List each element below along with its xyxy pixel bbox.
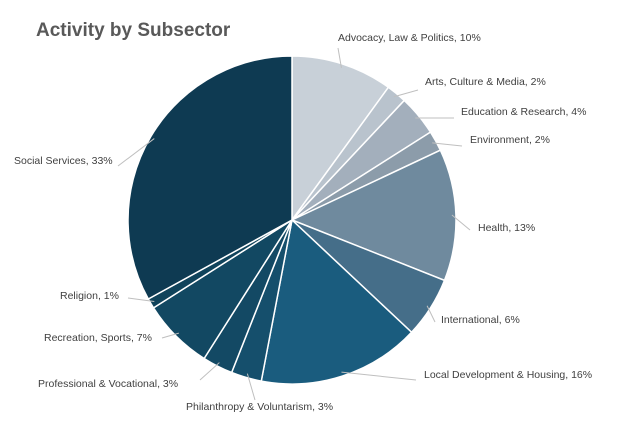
chart-title: Activity by Subsector [36, 20, 231, 41]
leader-line [127, 297, 155, 302]
data-label: Local Development & Housing, 16% [424, 369, 592, 381]
data-label: Philanthropy & Voluntarism, 3% [186, 401, 333, 413]
data-label: Social Services, 33% [14, 155, 113, 167]
leader-line [199, 362, 220, 381]
data-label: Health, 13% [478, 222, 535, 234]
leader-line [117, 138, 155, 167]
leader-line [337, 47, 342, 68]
pie-slice-social-services [127, 55, 293, 301]
data-label: Environment, 2% [470, 134, 550, 146]
data-label: Arts, Culture & Media, 2% [425, 76, 546, 88]
data-label: Recreation, Sports, 7% [44, 332, 152, 344]
leader-line [161, 332, 180, 339]
data-label: Education & Research, 4% [461, 106, 587, 118]
pie-slice-health [290, 149, 457, 282]
leader-line [451, 214, 471, 231]
data-label: Religion, 1% [60, 290, 119, 302]
leader-line [341, 371, 417, 381]
data-label: International, 6% [441, 314, 520, 326]
data-label: Advocacy, Law & Politics, 10% [338, 32, 481, 44]
leader-line [432, 142, 463, 147]
leader-line [393, 89, 419, 98]
leader-line [246, 373, 256, 401]
pie-slice-advocacy-law-politics [291, 55, 390, 223]
data-label: Professional & Vocational, 3% [38, 378, 178, 390]
leader-line [426, 305, 436, 323]
pie-slice-local-development-housing [260, 218, 413, 385]
